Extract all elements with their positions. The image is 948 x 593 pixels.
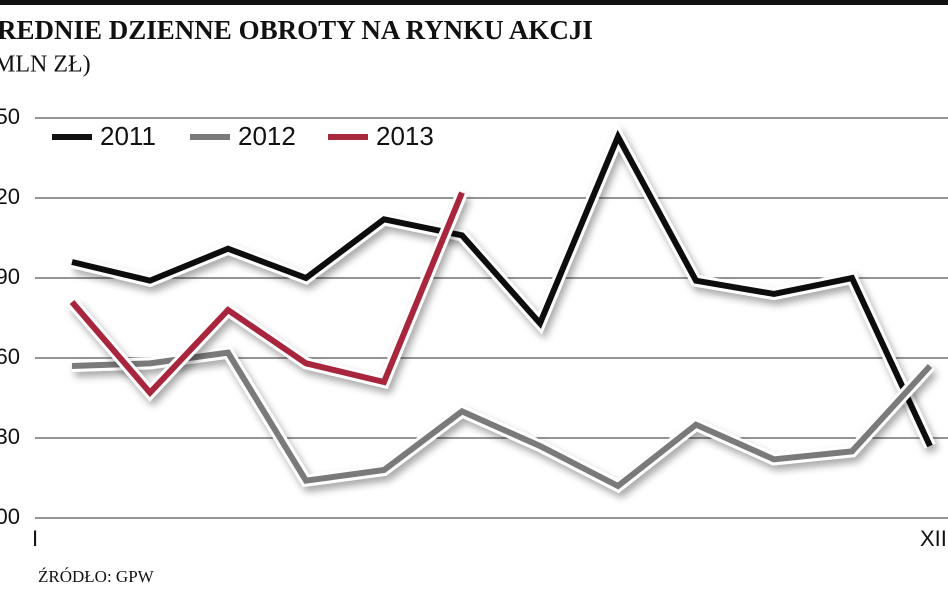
legend-label: 2013 xyxy=(376,121,434,151)
legend-label: 2012 xyxy=(238,121,296,151)
y-tick-label: 690 xyxy=(0,264,20,289)
legend-label: 2011 xyxy=(100,121,156,151)
series-group xyxy=(71,346,935,494)
x-tick-label: XII xyxy=(920,526,947,551)
plot xyxy=(67,122,936,494)
grid: 600 630 660 690 720 750 I XII xyxy=(0,104,948,551)
source: ŹRÓDŁO: GPW xyxy=(38,567,155,586)
y-tick-label: 720 xyxy=(0,184,20,209)
y-tick-label: 660 xyxy=(0,344,20,369)
y-tick-label: 630 xyxy=(0,424,20,449)
legend: 2011 2012 2013 xyxy=(52,121,434,151)
series-group xyxy=(70,122,936,449)
y-tick-label: 600 xyxy=(0,504,20,529)
series-group xyxy=(67,190,468,402)
y-tick-label: 750 xyxy=(0,104,20,129)
line xyxy=(71,349,933,490)
line xyxy=(71,129,933,448)
top-rule xyxy=(0,0,948,5)
chart-title: ŚREDNIE DZIENNE OBROTY NA RYNKU AKCJI xyxy=(0,15,593,45)
line-halo xyxy=(71,346,935,494)
x-tick-label: I xyxy=(32,526,38,551)
line xyxy=(69,191,465,398)
chart-subtitle: (MLN ZŁ) xyxy=(0,52,91,78)
